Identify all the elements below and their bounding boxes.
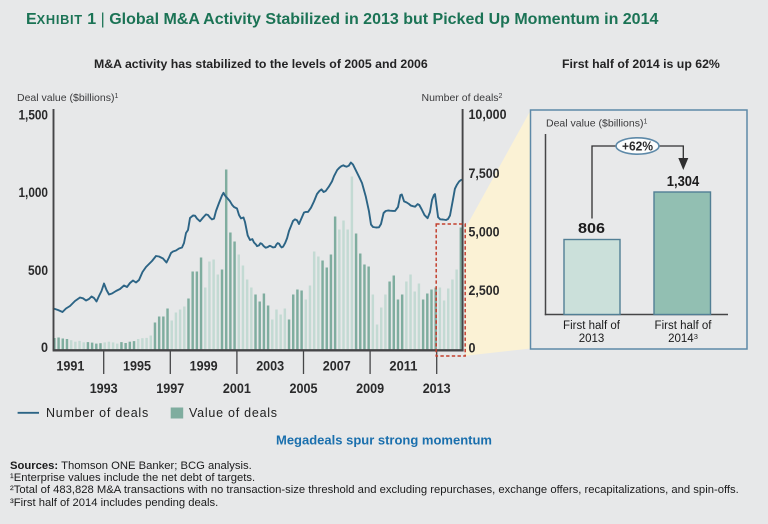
svg-text:2003: 2003: [256, 358, 284, 374]
svg-text:Value of deals: Value of deals: [189, 406, 278, 420]
svg-text:10,000: 10,000: [469, 106, 507, 122]
svg-text:806: 806: [578, 220, 605, 237]
svg-text:1991: 1991: [56, 358, 84, 374]
svg-text:First half of: First half of: [563, 320, 621, 332]
svg-text:2009: 2009: [356, 380, 384, 396]
svg-text:1,304: 1,304: [667, 174, 700, 190]
svg-text:2013: 2013: [579, 333, 605, 345]
svg-text:1995: 1995: [123, 358, 151, 374]
svg-text:2001: 2001: [223, 380, 251, 396]
svg-text:1999: 1999: [190, 358, 218, 374]
svg-text:2,500: 2,500: [469, 282, 500, 298]
svg-text:Number of deals: Number of deals: [46, 406, 149, 420]
svg-text:1997: 1997: [156, 380, 184, 396]
svg-text:2013: 2013: [423, 380, 451, 396]
svg-text:7,500: 7,500: [469, 165, 500, 181]
svg-text:Deal value ($billions)1: Deal value ($billions)1: [17, 92, 118, 104]
svg-text:0: 0: [41, 339, 48, 355]
svg-text:1993: 1993: [90, 380, 118, 396]
svg-text:20143: 20143: [668, 332, 698, 345]
svg-text:0: 0: [469, 340, 476, 356]
svg-text:1,500: 1,500: [19, 106, 49, 122]
svg-text:1,000: 1,000: [19, 184, 49, 200]
svg-text:Number of deals2: Number of deals2: [422, 92, 503, 104]
svg-text:Deal value ($billions)1: Deal value ($billions)1: [546, 118, 647, 130]
svg-text:500: 500: [28, 262, 48, 278]
svg-text:+62%: +62%: [622, 139, 653, 153]
svg-text:2007: 2007: [323, 358, 351, 374]
svg-text:2005: 2005: [290, 380, 318, 396]
svg-text:First half of: First half of: [655, 320, 713, 332]
svg-text:5,000: 5,000: [469, 224, 500, 240]
svg-text:2011: 2011: [389, 358, 417, 374]
svg-text:Megadeals spur strong momentum: Megadeals spur strong momentum: [276, 433, 492, 448]
